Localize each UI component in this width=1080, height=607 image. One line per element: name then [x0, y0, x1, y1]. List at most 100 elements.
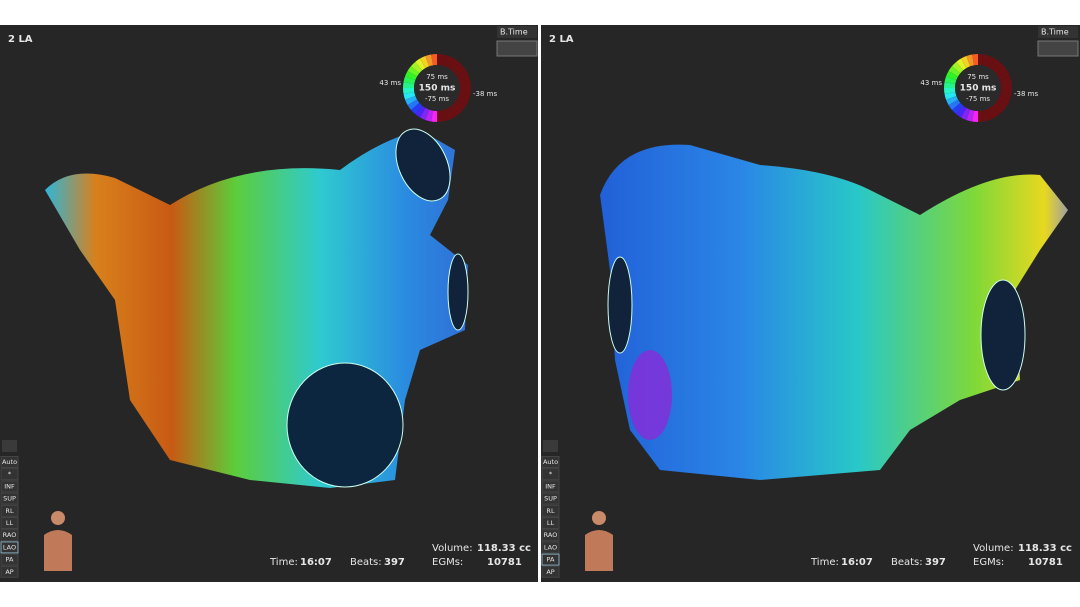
view-button[interactable] — [0, 504, 19, 517]
view-label: SUP — [544, 495, 557, 503]
color-bar-button[interactable] — [496, 40, 538, 57]
ring-center — [955, 65, 1001, 111]
ring-bottom: -75 ms — [966, 95, 990, 103]
torso-head — [51, 511, 65, 525]
view-label: LAO — [544, 543, 557, 551]
view-label: PA — [6, 556, 15, 564]
ring-segment — [972, 110, 978, 122]
view-button[interactable] — [541, 565, 560, 578]
view-label: PA — [547, 556, 556, 564]
panel-overlay: 2 LA B.Time 75 ms 150 ms-75 ms 43 ms -38 ms Au… — [541, 26, 1079, 578]
ring-segment — [448, 58, 459, 71]
ring-segment — [944, 88, 956, 94]
view-button[interactable] — [0, 492, 19, 505]
egms-value: 10781 — [1028, 557, 1063, 568]
view-button[interactable] — [0, 517, 19, 529]
view-button[interactable] — [541, 541, 560, 554]
view-label: RAO — [544, 531, 558, 539]
view-button[interactable] — [0, 468, 19, 481]
view-label: RAO — [3, 531, 17, 539]
view-button[interactable] — [541, 480, 560, 493]
tool-button[interactable] — [2, 440, 17, 452]
map-label: 2 LA — [8, 34, 33, 45]
ring-segment — [966, 54, 975, 67]
ring-bottom: -75 ms — [425, 95, 449, 103]
ring-segment — [410, 102, 423, 115]
volume-value: 118.33 cc — [477, 543, 531, 554]
ring-segment — [985, 56, 995, 69]
time-label: Time: — [269, 557, 298, 568]
tool-button[interactable] — [543, 440, 558, 452]
view-button[interactable] — [541, 529, 560, 542]
ring-segment — [403, 91, 416, 100]
ring-segment — [951, 61, 964, 74]
view-button[interactable] — [0, 529, 19, 542]
view-label: INF — [4, 482, 15, 490]
ring-center — [414, 65, 460, 111]
ring-segment — [440, 54, 449, 67]
ring-segment — [425, 54, 434, 67]
ring-segment — [415, 105, 426, 118]
ring-segment — [1000, 88, 1012, 94]
ring-segment — [405, 71, 418, 81]
mode-select[interactable] — [1038, 26, 1078, 38]
ring-segment — [981, 109, 990, 122]
view-label: * — [549, 470, 553, 478]
view-button[interactable] — [0, 541, 19, 554]
view-label: LL — [547, 519, 555, 527]
left-anatomy — [45, 128, 469, 488]
ring-segment — [431, 54, 437, 66]
ring-segment — [997, 95, 1010, 105]
view-button[interactable] — [541, 553, 560, 566]
time-value: 16:07 — [841, 557, 873, 568]
panel-overlay: 2 LA B.Time 75 ms 150 ms-75 ms 43 ms -38 ms Au… — [0, 26, 538, 578]
ring-segment — [956, 105, 967, 118]
ring-left: 43 ms — [920, 79, 942, 87]
ring-segment — [966, 109, 975, 122]
view-button[interactable] — [541, 504, 560, 517]
view-button[interactable] — [541, 456, 560, 468]
view-button[interactable] — [541, 492, 560, 505]
ring-segment — [410, 61, 423, 74]
ring-segment — [948, 66, 961, 77]
right-anatomy — [600, 144, 1068, 481]
view-button[interactable] — [0, 565, 19, 578]
ring-segment — [458, 76, 471, 85]
ring-segment — [444, 56, 454, 69]
ring-segment — [440, 109, 449, 122]
ring-segment — [444, 107, 454, 120]
ring-segment — [978, 54, 984, 66]
volume-label: Volume: — [432, 543, 473, 554]
view-button[interactable] — [0, 456, 19, 468]
beats-value: 397 — [384, 557, 405, 568]
view-label: AP — [5, 568, 13, 576]
ring-segment — [995, 66, 1008, 77]
mode-select[interactable] — [497, 26, 537, 38]
color-bar-button[interactable] — [1037, 40, 1079, 57]
view-label: LL — [6, 519, 14, 527]
view-button[interactable] — [0, 480, 19, 493]
time-value: 16:07 — [300, 557, 332, 568]
ring-segment — [437, 54, 443, 66]
ring-segment — [420, 56, 430, 69]
ring-segment — [956, 58, 967, 71]
view-button[interactable] — [541, 517, 560, 529]
view-button[interactable] — [541, 468, 560, 481]
mode-text: B.Time — [500, 28, 528, 37]
ring-segment — [981, 54, 990, 67]
ring-segment — [995, 99, 1008, 110]
view-label: INF — [545, 482, 556, 490]
view-label: RL — [546, 507, 555, 515]
ring-segment — [420, 107, 430, 120]
ring-segment — [454, 99, 467, 110]
view-label: LAO — [3, 543, 16, 551]
view-button[interactable] — [0, 553, 19, 566]
torso-body — [44, 530, 72, 571]
ring-segment — [448, 105, 459, 118]
ring-center-text: 150 ms — [419, 84, 456, 94]
ring-right: -38 ms — [1014, 90, 1038, 98]
ring-segment — [405, 95, 418, 105]
ring-segment — [459, 82, 471, 88]
ring-segment — [989, 58, 1000, 71]
